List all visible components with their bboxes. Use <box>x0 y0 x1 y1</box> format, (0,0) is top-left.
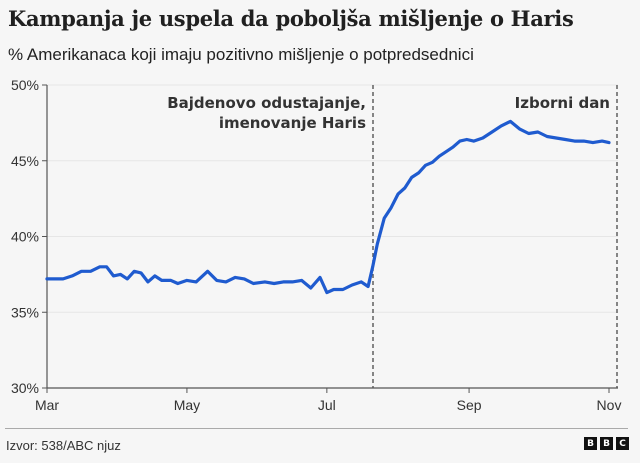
x-tick-label: Mar <box>35 397 59 413</box>
y-tick-label: 50% <box>11 77 39 93</box>
annotation-label: Izborni dan <box>515 94 610 112</box>
x-tick-label: Jul <box>318 397 336 413</box>
annotations: Bajdenovo odustajanje, imenovanje Haris Iz… <box>167 85 618 388</box>
y-axis: 30% 35% 40% 45% 50% <box>11 77 48 396</box>
annotation-label: Bajdenovo odustajanje, <box>167 94 366 112</box>
annotation-label: imenovanje Haris <box>219 114 366 132</box>
chart-title: Kampanja je uspela da poboljša mišljenje… <box>8 6 574 31</box>
bbc-logo-letter: B <box>600 437 613 450</box>
x-axis: Mar May Jul Sep Nov <box>35 387 622 413</box>
y-tick-label: 35% <box>11 304 39 320</box>
source-note: Izvor: 538/ABC njuz <box>6 438 121 453</box>
series-line <box>45 119 611 295</box>
y-tick-label: 40% <box>11 229 39 245</box>
footer-divider <box>5 428 628 429</box>
x-tick-label: Nov <box>597 397 622 413</box>
chart-subtitle: % Amerikanaca koji imaju pozitivno mišlj… <box>8 45 474 64</box>
line-chart: 30% 35% 40% 45% 50% Mar May Jul Sep Nov Bajdenov… <box>11 77 622 413</box>
bbc-logo: B B C <box>584 437 629 450</box>
bbc-logo-letter: B <box>584 437 597 450</box>
y-tick-label: 45% <box>11 153 39 169</box>
bbc-logo-letter: C <box>616 437 629 450</box>
gridlines <box>47 84 618 313</box>
x-tick-label: May <box>174 397 200 413</box>
x-tick-label: Sep <box>457 397 482 413</box>
y-tick-label: 30% <box>11 380 39 396</box>
